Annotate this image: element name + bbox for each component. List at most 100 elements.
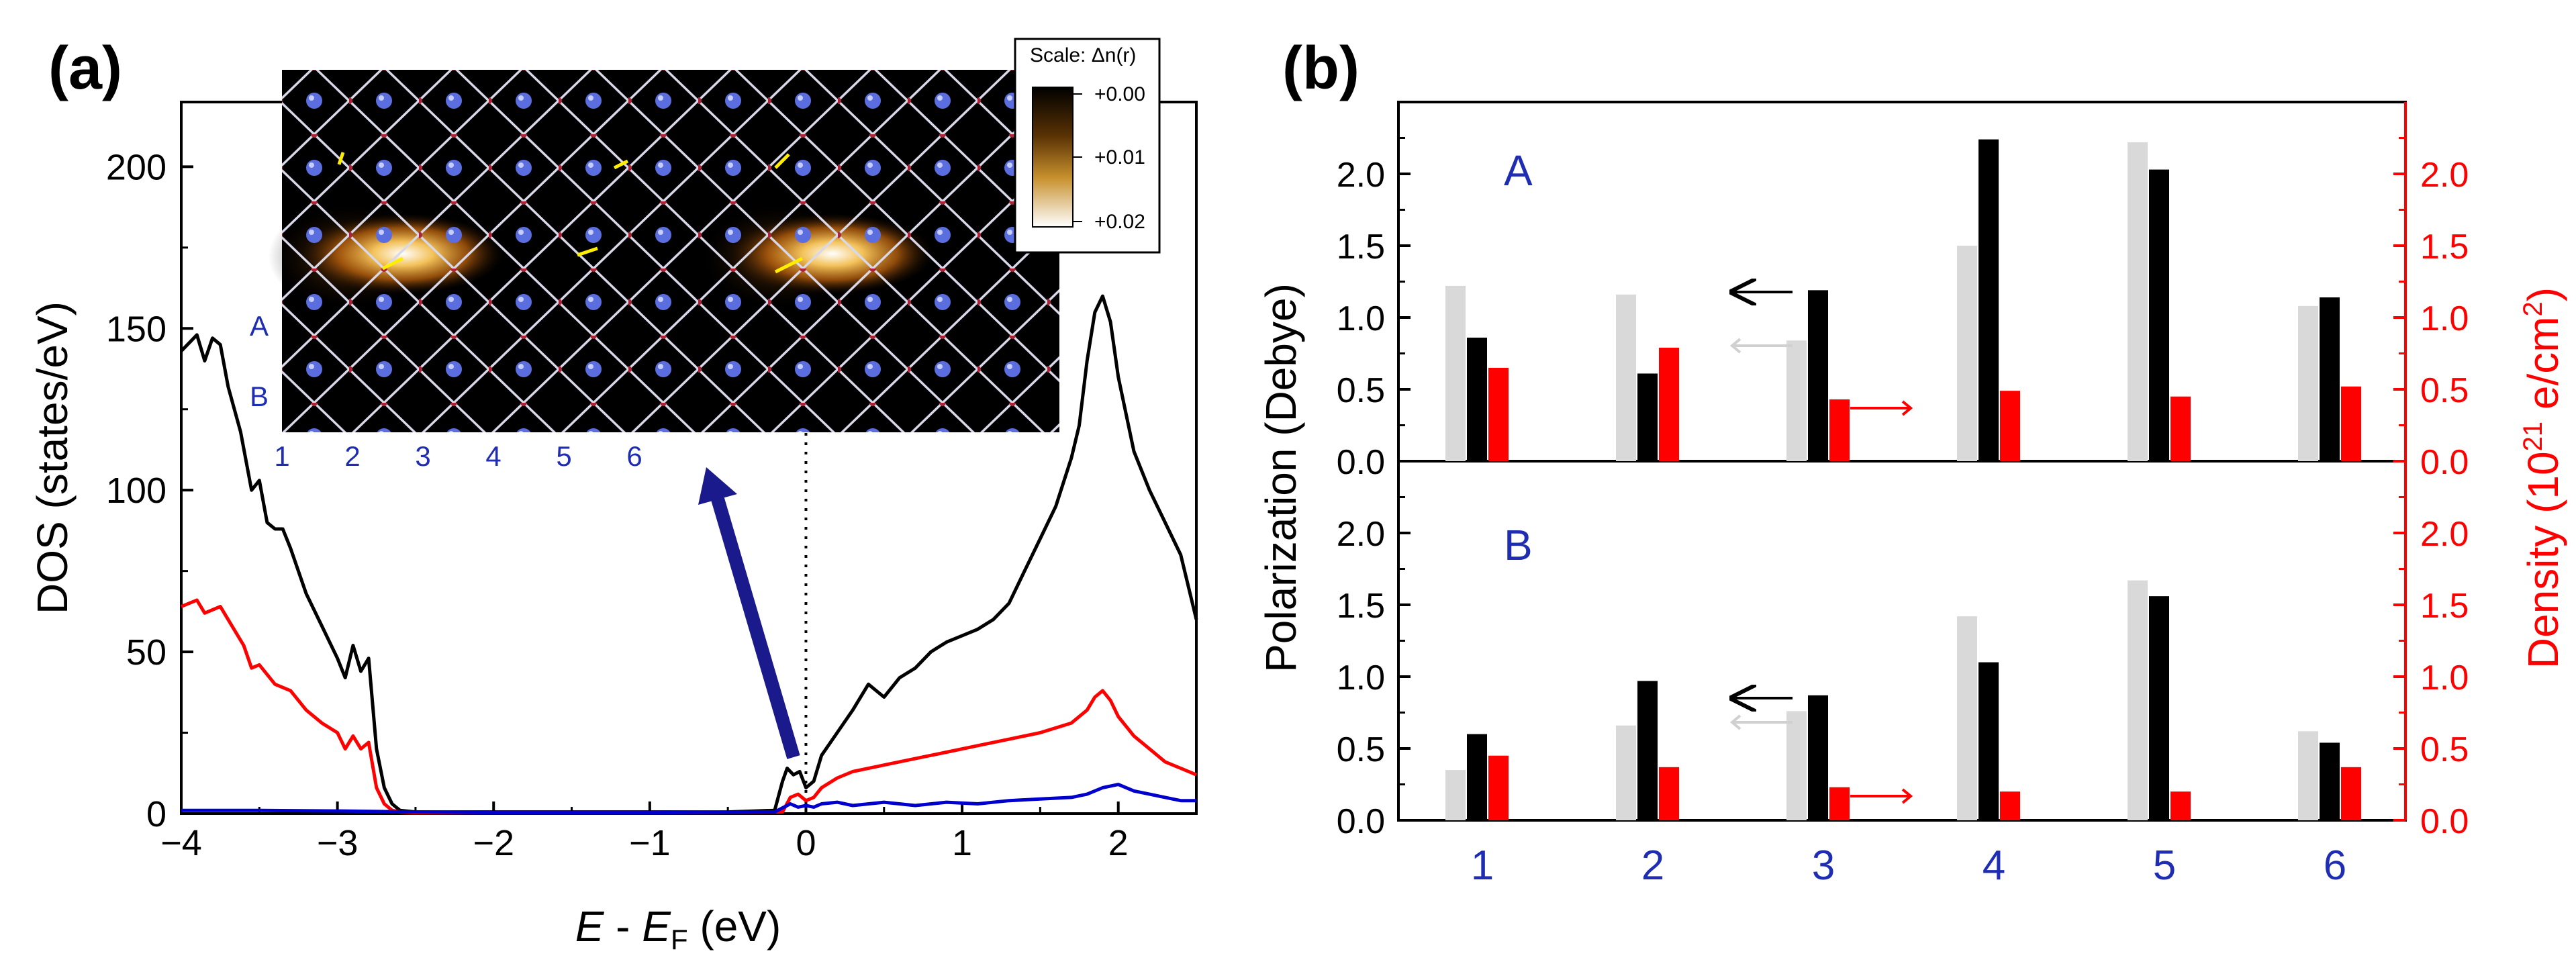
bar-A-6-black <box>2320 297 2340 461</box>
pol-left-tick-label: 0.5 <box>1337 371 1385 410</box>
subplot-a-label: A <box>1504 146 1533 195</box>
density-right-tick-label: 0.0 <box>2420 443 2469 482</box>
dos-x-tick-label-6: 2 <box>1108 823 1129 863</box>
pol-left-tick-label: 0.0 <box>1337 802 1385 841</box>
inset-displacement-arrows <box>337 152 804 274</box>
density-right-tick-label: 1.5 <box>2420 228 2469 266</box>
dos-x-tick-label-3: −1 <box>629 823 671 863</box>
bar-B-5-black <box>2149 596 2169 820</box>
density-right-tick-label: 1.0 <box>2420 659 2469 697</box>
pointer-arrow-shaft <box>710 495 800 759</box>
axis-indicator-arrows <box>1732 292 1913 804</box>
charge-density-inset: A B 1 2 3 4 5 6 Scale: Δn(r) +0.00 +0.01 +0.0… <box>250 38 1161 472</box>
dos-x-ticks: −4 −3 −2 −1 0 1 2 <box>160 801 1129 863</box>
bar-B-2-gray <box>1616 725 1636 820</box>
dos-line-red <box>181 598 1197 815</box>
x-label-e: E <box>575 902 605 951</box>
density-label-mid: e/cm <box>2519 316 2567 421</box>
inset-col-label-4: 4 <box>485 440 501 472</box>
density-label-end: ) <box>2519 287 2567 301</box>
density-label-exp2: 2 <box>2518 301 2548 316</box>
bar-A-1-gray <box>1445 285 1466 461</box>
bar-A-2-gray <box>1616 294 1636 461</box>
dos-y-tick-label-4: 200 <box>106 147 166 187</box>
dos-line-total <box>180 294 1198 814</box>
inset-col-label-5: 5 <box>556 440 571 472</box>
bar-B-3-gray <box>1786 711 1807 820</box>
density-right-tick-label: 0.5 <box>2420 730 2469 769</box>
bar-B-4-gray <box>1957 616 1977 820</box>
bar-B-1-black <box>1467 734 1487 820</box>
inset-row-label-b: B <box>250 381 269 412</box>
dos-x-tick-label-0: −4 <box>160 823 202 863</box>
density-y-axis-label: Density (1021 e/cm2) <box>2518 287 2567 669</box>
pol-left-tick-label: 1.5 <box>1337 228 1385 266</box>
bar-A-2-red <box>1659 347 1679 461</box>
dos-line-blue <box>181 783 1196 815</box>
density-right-tick-label: 1.0 <box>2420 299 2469 338</box>
density-right-tick-label: 1.5 <box>2420 587 2469 626</box>
scale-tick-1: +0.01 <box>1094 146 1145 168</box>
pol-left-tick-label: 1.5 <box>1337 587 1385 626</box>
bar-A-3-gray <box>1786 340 1807 461</box>
pol-left-tick-label: 2.0 <box>1337 156 1385 195</box>
pol-left-tick-label: 0.0 <box>1337 443 1385 482</box>
bar-A-5-red <box>2170 396 2191 461</box>
dos-x-tick-label-1: −3 <box>317 823 359 863</box>
bar-B-6-red <box>2341 767 2361 820</box>
polarization-ticks: 0.0 0.0 0.5 0.5 1.0 1.0 1.5 1.5 2.0 2.0 1 2 3 4 5 6 0.0 0… <box>1337 102 2469 889</box>
dos-series-group <box>180 294 1198 815</box>
bar-B-4-red <box>2000 791 2020 820</box>
bar-B-3-red <box>1829 787 1850 820</box>
bar-A-5-gray <box>2128 142 2148 462</box>
pol-left-tick-label: 1.0 <box>1337 299 1385 338</box>
pol-left-tick-label: 0.5 <box>1337 730 1385 769</box>
bar-A-4-black <box>1978 139 1999 461</box>
dos-y-tick-label-2: 100 <box>106 471 166 511</box>
bar-A-1-red <box>1488 367 1509 461</box>
subplot-b-label: B <box>1504 521 1533 569</box>
bar-category-label-1: 1 <box>1471 842 1494 889</box>
pol-left-tick-label: 1.0 <box>1337 659 1385 697</box>
density-label-prefix: Density (10 <box>2519 451 2567 669</box>
polarization-y-axis-label: Polarization (Debye) <box>1257 283 1305 673</box>
bar-category-label-6: 6 <box>2324 842 2346 889</box>
bar-category-label-5: 5 <box>2153 842 2176 889</box>
dos-x-tick-label-4: 0 <box>796 823 816 863</box>
bar-A-2-black <box>1637 373 1658 461</box>
dos-y-tick-label-0: 0 <box>146 794 166 834</box>
bar-category-label-3: 3 <box>1812 842 1835 889</box>
bar-A-4-gray <box>1957 246 1977 461</box>
x-label-unit: (eV) <box>688 902 781 951</box>
inset-col-label-3: 3 <box>415 440 430 472</box>
x-label-ef-sub: F <box>671 924 688 955</box>
density-right-tick-label: 2.0 <box>2420 156 2469 195</box>
bar-A-3-black <box>1808 290 1828 461</box>
bar-A-4-red <box>2000 391 2020 461</box>
panel-b-label: (b) <box>1282 35 1359 102</box>
bar-A-6-gray <box>2298 305 2318 461</box>
bar-A-6-red <box>2341 386 2361 461</box>
bar-A-3-red <box>1829 399 1850 461</box>
bar-category-label-4: 4 <box>1983 842 2005 889</box>
density-right-tick-label: 2.0 <box>2420 515 2469 554</box>
x-label-ef: E <box>642 902 671 951</box>
inset-lattice <box>282 70 1059 432</box>
inset-row-label-a: A <box>250 310 269 342</box>
bar-B-6-gray <box>2298 731 2318 820</box>
density-label-exp: 21 <box>2518 422 2548 452</box>
dos-x-axis-label: E - EF (eV) <box>575 902 781 955</box>
density-right-tick-label: 0.0 <box>2420 802 2469 841</box>
pointer-arrow <box>698 467 800 759</box>
dos-y-tick-label-3: 150 <box>106 309 166 349</box>
scale-tick-2: +0.02 <box>1094 211 1145 233</box>
inset-column-labels: 1 2 3 4 5 6 <box>274 440 642 472</box>
bar-A-5-black <box>2149 169 2169 461</box>
bar-B-5-gray <box>2128 580 2148 820</box>
dos-x-tick-label-2: −2 <box>473 823 514 863</box>
bar-B-5-red <box>2170 791 2191 820</box>
polarization-bars <box>1445 139 2361 820</box>
scale-colorbar <box>1032 87 1074 228</box>
bar-B-1-gray <box>1445 770 1466 820</box>
